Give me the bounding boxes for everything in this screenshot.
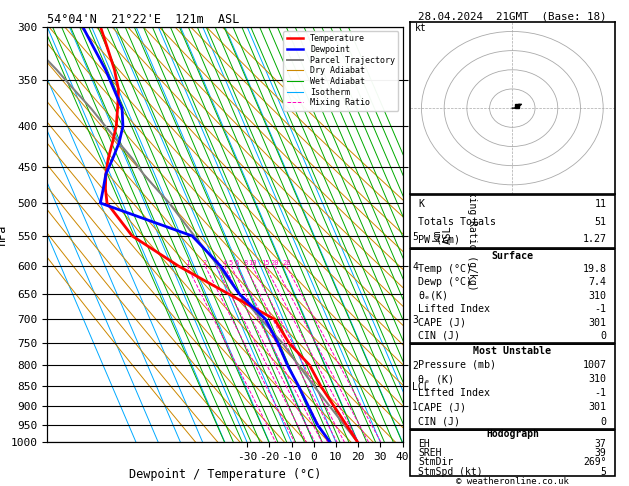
Y-axis label: km
ASL: km ASL	[431, 225, 453, 244]
Text: © weatheronline.co.uk: © weatheronline.co.uk	[456, 477, 569, 486]
Text: 301: 301	[588, 402, 606, 413]
Text: SREH: SREH	[418, 448, 442, 458]
Legend: Temperature, Dewpoint, Parcel Trajectory, Dry Adiabat, Wet Adiabat, Isotherm, Mi: Temperature, Dewpoint, Parcel Trajectory…	[284, 31, 398, 110]
Text: 3: 3	[214, 260, 218, 266]
Text: 28.04.2024  21GMT  (Base: 18): 28.04.2024 21GMT (Base: 18)	[418, 11, 607, 21]
Text: Totals Totals: Totals Totals	[418, 217, 496, 226]
Text: Pressure (mb): Pressure (mb)	[418, 360, 496, 370]
Text: 20: 20	[270, 260, 279, 266]
Text: K: K	[418, 199, 425, 209]
Text: 310: 310	[588, 291, 606, 301]
Text: 15: 15	[261, 260, 269, 266]
Text: 1.27: 1.27	[582, 234, 606, 244]
Text: θₑ(K): θₑ(K)	[418, 291, 448, 301]
Text: CAPE (J): CAPE (J)	[418, 317, 466, 328]
Text: CIN (J): CIN (J)	[418, 331, 460, 341]
Text: 1: 1	[185, 260, 189, 266]
Text: CIN (J): CIN (J)	[418, 417, 460, 427]
Text: 28: 28	[282, 260, 291, 266]
Y-axis label: hPa: hPa	[0, 224, 8, 245]
Text: CAPE (J): CAPE (J)	[418, 402, 466, 413]
Text: θₑ (K): θₑ (K)	[418, 374, 454, 384]
Text: StmDir: StmDir	[418, 457, 454, 467]
Text: 11: 11	[594, 199, 606, 209]
Text: EH: EH	[418, 439, 430, 449]
Text: 37: 37	[594, 439, 606, 449]
Text: 301: 301	[588, 317, 606, 328]
Text: Most Unstable: Most Unstable	[473, 346, 552, 356]
Text: 7.4: 7.4	[588, 278, 606, 287]
Text: 4: 4	[222, 260, 226, 266]
Text: 8: 8	[243, 260, 247, 266]
Text: -1: -1	[594, 304, 606, 314]
Text: 39: 39	[594, 448, 606, 458]
Text: 269°: 269°	[583, 457, 606, 467]
Text: Dewp (°C): Dewp (°C)	[418, 278, 472, 287]
Text: 0: 0	[600, 331, 606, 341]
Text: 54°04'N  21°22'E  121m  ASL: 54°04'N 21°22'E 121m ASL	[47, 13, 240, 26]
Text: Lifted Index: Lifted Index	[418, 304, 490, 314]
Text: StmSpd (kt): StmSpd (kt)	[418, 467, 483, 477]
Text: kt: kt	[415, 23, 426, 34]
Text: Surface: Surface	[491, 250, 533, 260]
Text: Lifted Index: Lifted Index	[418, 388, 490, 398]
Text: 19.8: 19.8	[582, 264, 606, 274]
Text: 6: 6	[234, 260, 238, 266]
Text: 51: 51	[594, 217, 606, 226]
Text: 0: 0	[600, 417, 606, 427]
Text: 2: 2	[203, 260, 207, 266]
Text: 310: 310	[588, 374, 606, 384]
Text: 5: 5	[229, 260, 233, 266]
Text: 1007: 1007	[582, 360, 606, 370]
Text: 5: 5	[601, 467, 606, 477]
Text: -1: -1	[594, 388, 606, 398]
Text: Mixing Ratio (g/kg): Mixing Ratio (g/kg)	[467, 179, 477, 290]
X-axis label: Dewpoint / Temperature (°C): Dewpoint / Temperature (°C)	[129, 468, 321, 481]
Text: 10: 10	[248, 260, 257, 266]
Text: Temp (°C): Temp (°C)	[418, 264, 472, 274]
Text: Hodograph: Hodograph	[486, 429, 539, 439]
Text: PW (cm): PW (cm)	[418, 234, 460, 244]
